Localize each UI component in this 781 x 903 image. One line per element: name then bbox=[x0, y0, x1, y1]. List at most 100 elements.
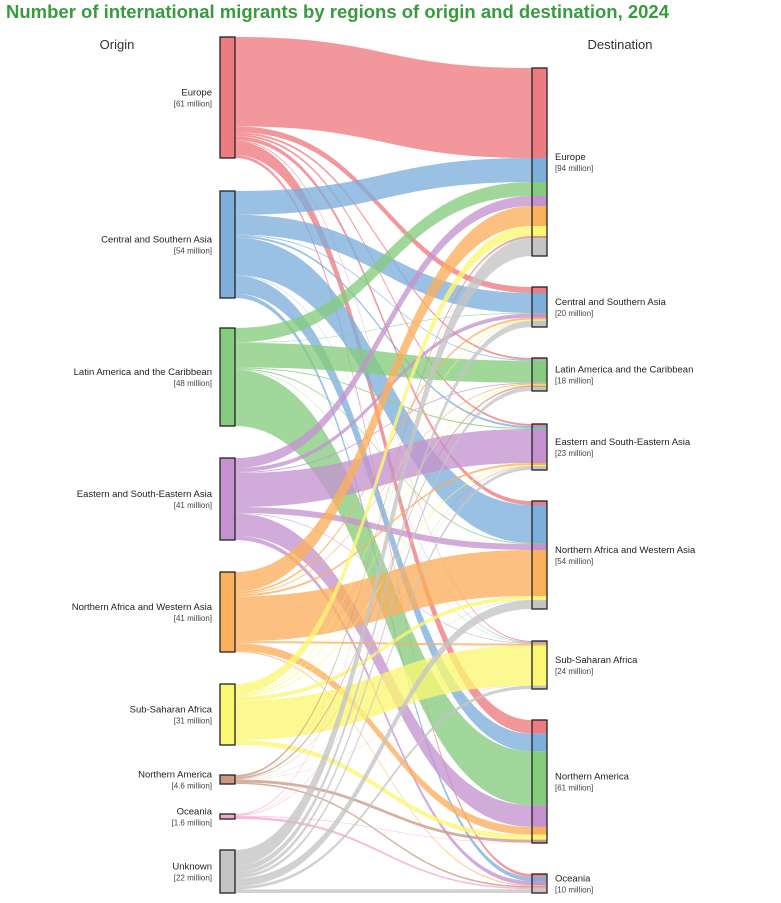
flow-oceania-to-latin-america-and-the-caribbean bbox=[235, 386, 532, 816]
origin-node-sub-saharan-africa bbox=[219, 683, 236, 746]
origin-label-northern-africa-and-western-asia: Northern Africa and Western Asia bbox=[72, 602, 213, 613]
flow-central-and-southern-asia-to-northern-america bbox=[235, 275, 532, 752]
destination-label-sub-saharan-africa: Sub-Saharan Africa bbox=[555, 655, 638, 666]
flow-unknown-to-northern-africa-and-western-asia bbox=[235, 600, 532, 887]
origin-heading: Origin bbox=[100, 37, 135, 52]
origin-label-central-and-southern-asia: Central and Southern Asia bbox=[101, 235, 213, 246]
flow-northern-america-to-oceania bbox=[235, 782, 532, 888]
origin-node-central-and-southern-asia bbox=[219, 190, 236, 299]
flow-sub-saharan-africa-to-sub-saharan-africa bbox=[235, 645, 532, 741]
destination-label-eastern-and-south-eastern-asia: Eastern and South-Eastern Asia bbox=[555, 437, 691, 448]
destination-node-northern-america bbox=[531, 719, 548, 844]
origin-value-northern-america: [4.6 million] bbox=[172, 782, 212, 791]
origin-value-europe: [61 million] bbox=[174, 100, 212, 109]
destination-value-oceania: [10 million] bbox=[555, 886, 593, 895]
origin-label-europe: Europe bbox=[181, 88, 212, 99]
origin-label-sub-saharan-africa: Sub-Saharan Africa bbox=[130, 705, 213, 716]
flow-latin-america-and-the-caribbean-to-europe bbox=[235, 182, 532, 343]
origin-label-oceania: Oceania bbox=[177, 807, 213, 818]
origin-value-latin-america-and-the-caribbean: [48 million] bbox=[174, 379, 212, 388]
destination-label-europe: Europe bbox=[555, 152, 586, 163]
origin-node-latin-america-and-the-caribbean bbox=[219, 327, 236, 427]
origin-label-latin-america-and-the-caribbean: Latin America and the Caribbean bbox=[74, 367, 212, 378]
flow-unknown-to-europe bbox=[235, 238, 532, 866]
node-layer bbox=[219, 36, 548, 894]
origin-label-unknown: Unknown bbox=[172, 862, 212, 873]
flow-northern-africa-and-western-asia-to-latin-america-and-the-caribbean bbox=[235, 383, 532, 595]
flow-northern-america-to-europe bbox=[235, 236, 532, 777]
destination-node-latin-america-and-the-caribbean bbox=[531, 357, 548, 392]
flow-eastern-and-south-eastern-asia-to-europe bbox=[235, 196, 532, 468]
flow-oceania-to-oceania bbox=[235, 816, 532, 890]
origin-node-europe bbox=[219, 36, 236, 159]
flow-unknown-to-oceania bbox=[235, 889, 532, 893]
origin-value-northern-africa-and-western-asia: [41 million] bbox=[174, 614, 212, 623]
flow-sub-saharan-africa-to-northern-america bbox=[235, 740, 532, 840]
origin-value-oceania: [1.6 million] bbox=[172, 819, 212, 828]
origin-value-sub-saharan-africa: [31 million] bbox=[174, 717, 212, 726]
flow-europe-to-central-and-southern-asia bbox=[235, 126, 532, 293]
destination-value-northern-america: [61 million] bbox=[555, 784, 593, 793]
origin-value-eastern-and-south-eastern-asia: [41 million] bbox=[174, 501, 212, 510]
destination-node-sub-saharan-africa bbox=[531, 640, 548, 690]
flow-sub-saharan-africa-to-europe bbox=[235, 226, 532, 694]
flow-eastern-and-south-eastern-asia-to-northern-america bbox=[235, 513, 532, 827]
label-layer: Origin Destination Europe[61 million]Cen… bbox=[72, 37, 696, 895]
flow-central-and-southern-asia-to-latin-america-and-the-caribbean bbox=[235, 234, 532, 361]
flow-northern-africa-and-western-asia-to-northern-america bbox=[235, 643, 532, 835]
destination-heading: Destination bbox=[587, 37, 652, 52]
flow-europe-to-eastern-and-south-eastern-asia bbox=[235, 134, 532, 426]
origin-node-oceania bbox=[219, 813, 236, 820]
flow-unknown-to-central-and-southern-asia bbox=[235, 320, 532, 872]
flow-sub-saharan-africa-to-latin-america-and-the-caribbean bbox=[235, 384, 532, 696]
flow-eastern-and-south-eastern-asia-to-eastern-and-south-eastern-asia bbox=[235, 429, 532, 507]
destination-value-sub-saharan-africa: [24 million] bbox=[555, 667, 593, 676]
destination-node-central-and-southern-asia bbox=[531, 286, 548, 328]
destination-node-eastern-and-south-eastern-asia bbox=[531, 423, 548, 471]
flow-oceania-to-northern-america bbox=[235, 815, 532, 843]
origin-node-unknown bbox=[219, 849, 236, 894]
origin-label-eastern-and-south-eastern-asia: Eastern and South-Eastern Asia bbox=[77, 489, 213, 500]
destination-node-northern-africa-and-western-asia bbox=[531, 500, 548, 610]
flow-sub-saharan-africa-to-eastern-and-south-eastern-asia bbox=[235, 465, 532, 697]
destination-label-northern-africa-and-western-asia: Northern Africa and Western Asia bbox=[555, 545, 696, 556]
flow-oceania-to-europe bbox=[235, 238, 532, 815]
flow-northern-america-to-latin-america-and-the-caribbean bbox=[235, 385, 532, 779]
flow-layer bbox=[235, 37, 532, 893]
flow-northern-africa-and-western-asia-to-europe bbox=[235, 206, 532, 592]
origin-label-northern-america: Northern America bbox=[138, 770, 213, 781]
origin-value-central-and-southern-asia: [54 million] bbox=[174, 247, 212, 256]
flow-latin-america-and-the-caribbean-to-latin-america-and-the-caribbean bbox=[235, 342, 532, 383]
destination-node-europe bbox=[531, 67, 548, 257]
flow-northern-america-to-eastern-and-south-eastern-asia bbox=[235, 466, 532, 780]
flow-europe-to-europe bbox=[235, 37, 532, 158]
destination-label-oceania: Oceania bbox=[555, 874, 591, 885]
origin-node-northern-africa-and-western-asia bbox=[219, 571, 236, 653]
flow-europe-to-northern-africa-and-western-asia bbox=[235, 136, 532, 505]
flow-northern-america-to-sub-saharan-africa bbox=[235, 685, 532, 780]
flow-northern-america-to-northern-america bbox=[235, 779, 532, 843]
flow-unknown-to-eastern-and-south-eastern-asia bbox=[235, 466, 532, 879]
flow-europe-to-northern-america bbox=[235, 141, 532, 734]
flow-oceania-to-eastern-and-south-eastern-asia bbox=[235, 466, 532, 816]
origin-value-unknown: [22 million] bbox=[174, 874, 212, 883]
origin-node-northern-america bbox=[219, 774, 236, 785]
origin-node-eastern-and-south-eastern-asia bbox=[219, 457, 236, 541]
destination-node-oceania bbox=[531, 873, 548, 894]
destination-value-central-and-southern-asia: [20 million] bbox=[555, 309, 593, 318]
destination-label-northern-america: Northern America bbox=[555, 772, 630, 783]
destination-label-central-and-southern-asia: Central and Southern Asia bbox=[555, 297, 667, 308]
flow-northern-africa-and-western-asia-to-oceania bbox=[235, 651, 532, 887]
flow-northern-africa-and-western-asia-to-eastern-and-south-eastern-asia bbox=[235, 463, 532, 597]
flow-sub-saharan-africa-to-northern-africa-and-western-asia bbox=[235, 596, 532, 701]
flow-unknown-to-latin-america-and-the-caribbean bbox=[235, 387, 532, 876]
destination-value-europe: [94 million] bbox=[555, 164, 593, 173]
flow-central-and-southern-asia-to-europe bbox=[235, 158, 532, 215]
chart-title: Number of international migrants by regi… bbox=[6, 1, 670, 22]
destination-value-northern-africa-and-western-asia: [54 million] bbox=[555, 557, 593, 566]
destination-label-latin-america-and-the-caribbean: Latin America and the Caribbean bbox=[555, 365, 693, 376]
destination-value-eastern-and-south-eastern-asia: [23 million] bbox=[555, 449, 593, 458]
flow-eastern-and-south-eastern-asia-to-latin-america-and-the-caribbean bbox=[235, 382, 532, 473]
flow-unknown-to-sub-saharan-africa bbox=[235, 685, 532, 890]
